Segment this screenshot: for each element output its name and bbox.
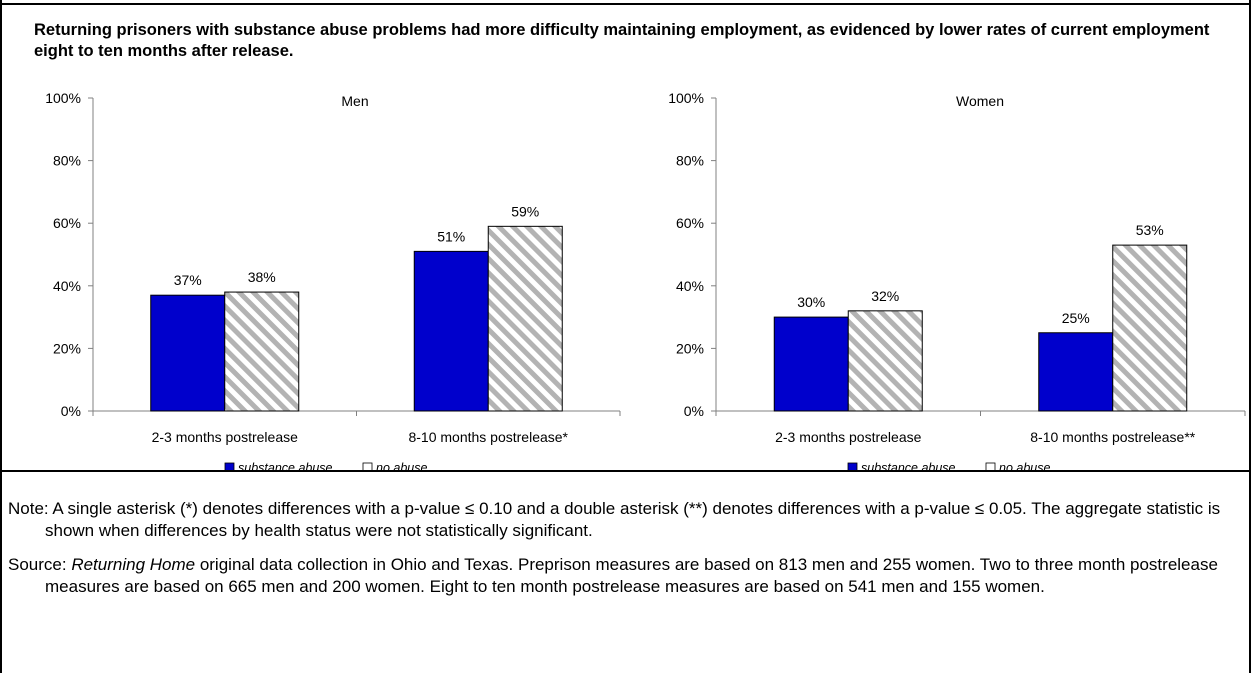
y-tick-label: 100% [45,90,81,106]
legend-swatch-substance [847,462,858,470]
bar-substance-abuse [773,316,849,412]
top-rule [2,3,1249,5]
data-label: 59% [511,203,539,219]
notes-section: Note: A single asterisk (*) denotes diff… [8,498,1240,610]
y-tick-label: 40% [53,278,81,294]
data-label: 30% [797,294,825,310]
separator-rule [2,470,1249,472]
source-text: Source: Returning Home original data col… [8,554,1240,598]
bar-no-abuse [1112,244,1188,412]
bar-no-abuse [847,310,923,412]
note-text: Note: A single asterisk (*) denotes diff… [8,499,1221,540]
y-tick-label: 100% [668,90,704,106]
bar-substance-abuse [413,250,489,412]
chart-women: 0% 20% 40% 60% 80% 100% Women 30% 32% 2-3 months … [668,90,1246,470]
category-label: 2-3 months postrelease [152,429,299,445]
bar-substance-abuse [150,294,226,412]
bar-substance-abuse [1038,332,1114,412]
y-tick-label: 80% [676,153,704,169]
y-tick-label: 20% [676,340,704,356]
data-label: 53% [1136,222,1164,238]
legend-label-no-abuse: no abuse [999,461,1050,470]
legend-label-substance: substance abuse [238,461,333,470]
legend-label-substance: substance abuse [861,461,956,470]
category-label: 2-3 months postrelease [775,429,922,445]
charts-area: 0% 20% 40% 60% 80% 100% Men 37% 38% 2-3 months po… [45,90,1246,470]
data-label: 37% [174,272,202,288]
y-tick-label: 0% [684,403,704,419]
y-tick-label: 40% [676,278,704,294]
source-body: original data collection in Ohio and Tex… [45,555,1218,596]
data-label: 25% [1062,310,1090,326]
chart-title: Men [341,93,368,109]
bar-no-abuse [487,225,563,412]
y-tick-label: 80% [53,153,81,169]
legend-label-no-abuse: no abuse [376,461,427,470]
y-tick-label: 0% [61,403,81,419]
source-title: Returning Home [71,555,196,574]
data-label: 51% [437,228,465,244]
data-label: 32% [871,288,899,304]
legend-swatch-no-abuse [985,462,996,470]
legend-swatch-substance [224,462,235,470]
category-label: 8-10 months postrelease** [1030,429,1196,445]
y-tick-label: 20% [53,340,81,356]
legend-swatch-no-abuse [362,462,373,470]
source-label: Source: [8,555,72,574]
chart-title: Women [956,93,1004,109]
y-tick-label: 60% [676,215,704,231]
bar-no-abuse [224,291,300,412]
figure-title: Returning prisoners with substance abuse… [34,21,1210,60]
chart-men: 0% 20% 40% 60% 80% 100% Men 37% 38% 2-3 months po… [45,90,621,470]
category-label: 8-10 months postrelease* [408,429,568,445]
y-tick-label: 60% [53,215,81,231]
data-label: 38% [248,269,276,285]
